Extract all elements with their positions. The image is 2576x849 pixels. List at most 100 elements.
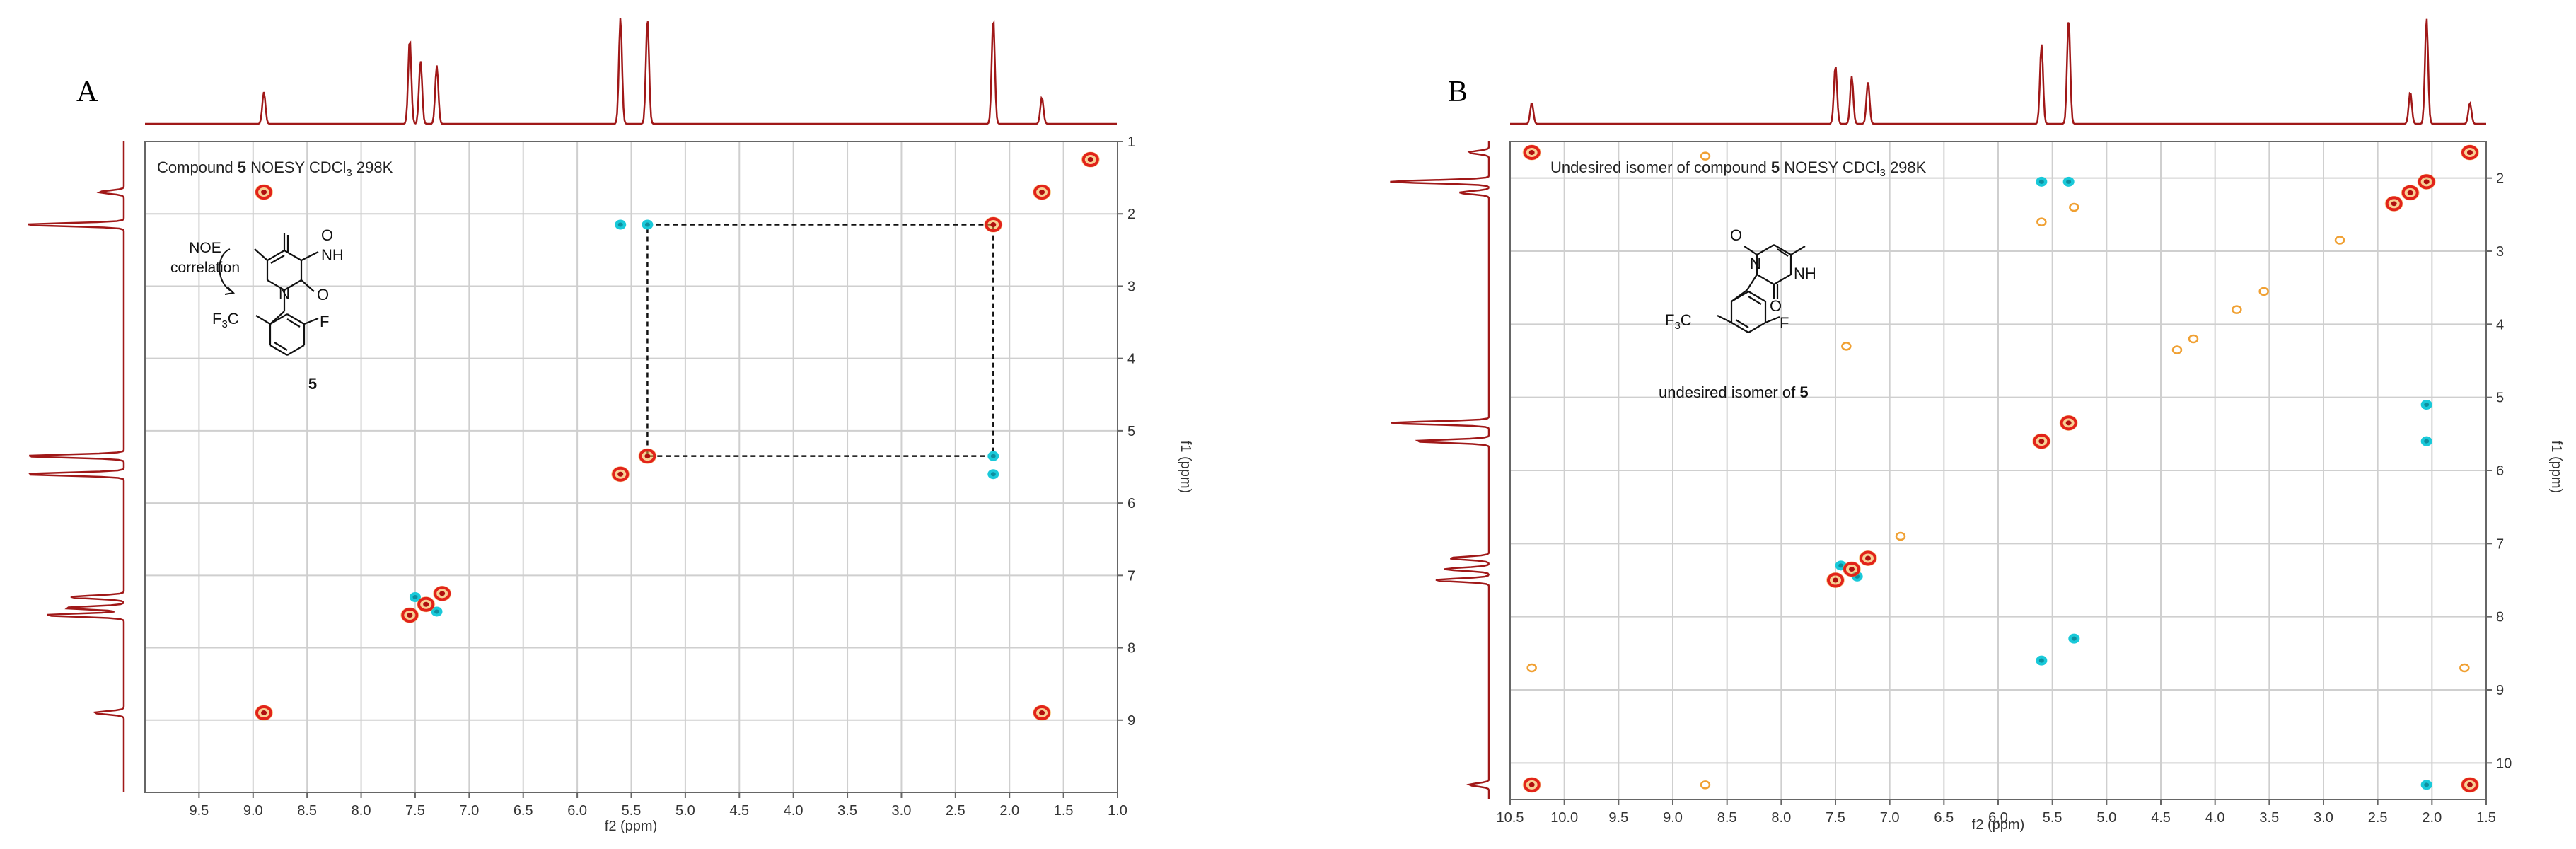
diagonal-peak <box>433 585 452 601</box>
compound-5-o2: O <box>317 286 329 304</box>
x-tick-label: 8.0 <box>1771 810 1791 826</box>
panel-a-grid <box>145 142 1118 792</box>
cross-peak <box>987 451 999 461</box>
cross-peak <box>2068 633 2080 644</box>
panel-b-grid <box>1510 142 2486 799</box>
y-tick-label: 3 <box>1127 279 1135 294</box>
x-tick-label: 5.5 <box>622 803 642 819</box>
undesired-isomer-structure <box>1717 244 1806 333</box>
diagonal-peak <box>1522 144 1541 161</box>
y-tick-label: 5 <box>2496 391 2504 406</box>
y-tick-label: 3 <box>2496 244 2504 260</box>
x-tick-label: 6.0 <box>567 803 587 819</box>
x-tick-label: 4.5 <box>2151 810 2171 826</box>
y-tick-label: 6 <box>1127 496 1135 512</box>
panel-a-peaks <box>255 151 1100 721</box>
diagonal-peak <box>2401 185 2420 201</box>
panel-a-y-axis-title: f1 (ppm) <box>1178 441 1193 493</box>
y-tick-label: 5 <box>1127 424 1135 439</box>
x-tick-label: 2.5 <box>946 803 965 819</box>
compound-5-cf3: F3C <box>212 310 239 330</box>
x-tick-label: 4.5 <box>729 803 749 819</box>
diagonal-peak <box>255 184 274 200</box>
panel-b-top-projection <box>1510 18 2486 125</box>
panel-a-title: Compound 5 NOESY CDCl3 298K <box>157 158 393 179</box>
panel-b-x-ticks: 10.5 10.0 9.5 9.0 8.5 8.0 7.5 7.0 6.5 6.0 5.5 5.0 4.… <box>1497 799 2496 826</box>
diagonal-peak <box>1033 705 1052 721</box>
panel-a-letter: A <box>76 76 98 108</box>
panel-b-x-axis-title: f2 (ppm) <box>1972 817 2024 833</box>
x-tick-label: 2.0 <box>999 803 1019 819</box>
compound-5-n: N <box>279 284 290 302</box>
x-tick-label: 8.5 <box>297 803 317 819</box>
y-tick-label: 7 <box>1127 568 1135 584</box>
x-tick-label: 5.0 <box>2096 810 2116 826</box>
cross-peak <box>642 219 654 230</box>
y-tick-label: 1 <box>1127 134 1135 150</box>
x-tick-label: 7.5 <box>405 803 425 819</box>
isomer-nh: NH <box>1794 265 1816 282</box>
diagonal-peak <box>400 607 419 623</box>
noe-correlation-box <box>646 224 994 457</box>
minor-peak <box>2188 334 2199 344</box>
x-tick-label: 2.0 <box>2422 810 2442 826</box>
diagonal-peak <box>2384 195 2403 212</box>
x-tick-label: 3.0 <box>892 803 912 819</box>
cross-peak <box>409 592 421 602</box>
y-tick-label: 8 <box>2496 610 2504 625</box>
panel-a-y-ticks: 1 2 3 4 5 6 7 8 9 <box>1118 134 1135 729</box>
x-tick-label: 7.0 <box>459 803 479 819</box>
diagonal-peak <box>255 705 274 721</box>
cross-peak <box>2062 176 2075 187</box>
panel-b-peaks <box>1522 144 2479 793</box>
isomer-carbonyl-o: O <box>1730 226 1742 244</box>
x-tick-label: 9.0 <box>243 803 263 819</box>
panel-b-y-ticks: 2 3 4 5 6 7 8 9 10 <box>2486 171 2512 771</box>
x-tick-label: 4.0 <box>784 803 803 819</box>
cross-peak <box>2420 400 2432 410</box>
y-tick-label: 9 <box>2496 683 2504 698</box>
x-tick-label: 6.0 <box>1988 810 2008 826</box>
compound-5-structure <box>219 233 319 356</box>
x-tick-label: 5.5 <box>2043 810 2062 826</box>
y-tick-label: 2 <box>2496 171 2504 187</box>
panel-b-y-axis-title: f1 (ppm) <box>2548 441 2564 493</box>
panel-b-left-projection <box>1390 142 1490 799</box>
cross-peak <box>987 469 999 480</box>
x-tick-label: 1.5 <box>1054 803 1074 819</box>
panel-a-left-projection <box>28 142 125 792</box>
x-tick-label: 10.5 <box>1497 810 1524 826</box>
cross-peak <box>615 219 627 230</box>
diagonal-peak <box>2032 433 2051 449</box>
diagonal-peak <box>2461 144 2479 161</box>
panel-a-noe-box <box>646 224 994 457</box>
x-tick-label: 6.5 <box>514 803 533 819</box>
y-tick-label: 9 <box>1127 713 1135 729</box>
cross-peak <box>2420 780 2432 790</box>
diagonal-peak <box>2059 415 2078 431</box>
diagonal-peak <box>417 596 436 613</box>
y-tick-label: 10 <box>2496 756 2512 771</box>
diagonal-peak <box>1826 572 1845 588</box>
compound-5-nh: NH <box>321 246 344 264</box>
compound-5-label: 5 <box>308 375 317 393</box>
x-tick-label: 3.0 <box>2314 810 2333 826</box>
y-tick-label: 7 <box>2496 536 2504 552</box>
diagonal-peak <box>2461 777 2479 793</box>
cross-peak <box>431 606 443 617</box>
x-tick-label: 1.0 <box>1108 803 1127 819</box>
minor-peak <box>2036 217 2047 226</box>
diagonal-peak <box>1859 550 1877 566</box>
minor-peak <box>2258 287 2269 296</box>
panel-a: A 9.5 9.0 8.5 8.0 7.5 7.0 6.5 6.0 5.5 5.0 4.5 4.0 3.… <box>28 18 1193 834</box>
isomer-o2: O <box>1770 297 1782 315</box>
panel-a-top-projection <box>145 18 1117 125</box>
isomer-structure-label: undesired isomer of 5 <box>1659 383 1809 401</box>
x-tick-label: 9.5 <box>1608 810 1628 826</box>
x-tick-label: 9.0 <box>1663 810 1683 826</box>
y-tick-label: 8 <box>1127 641 1135 657</box>
x-tick-label: 3.5 <box>837 803 857 819</box>
minor-peak <box>1526 663 1537 673</box>
isomer-f: F <box>1780 314 1789 332</box>
